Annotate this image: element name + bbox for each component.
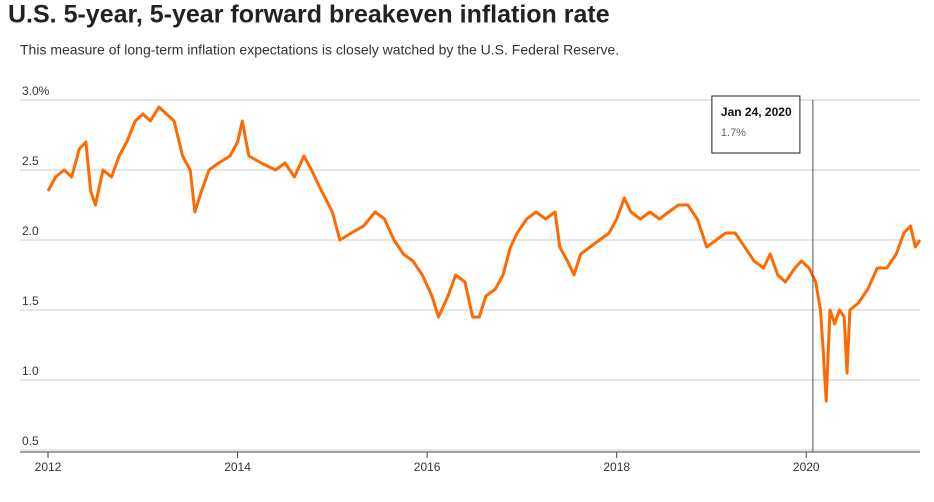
data-line <box>46 105 922 403</box>
x-tick-label: 2020 <box>793 460 820 474</box>
tooltip-box <box>711 95 801 154</box>
x-tick-label: 2016 <box>414 460 441 474</box>
y-tick-label: 1.0 <box>22 364 39 378</box>
y-tick-label: 2.5 <box>22 154 39 168</box>
y-tick-label: 1.5 <box>22 294 39 308</box>
tooltip-value: 1.7% <box>721 127 746 139</box>
y-tick-label: 0.5 <box>22 434 39 448</box>
chart-subtitle: This measure of long-term inflation expe… <box>20 42 619 58</box>
y-tick-label: 3.0% <box>22 84 50 98</box>
y-tick-label: 2.0 <box>22 224 39 238</box>
tooltip-date: Jan 24, 2020 <box>721 105 792 119</box>
x-tick-label: 2012 <box>35 460 62 474</box>
x-tick-label: 2018 <box>603 460 630 474</box>
chart-title: U.S. 5-year, 5-year forward breakeven in… <box>8 1 610 29</box>
x-tick-label: 2014 <box>224 460 251 474</box>
